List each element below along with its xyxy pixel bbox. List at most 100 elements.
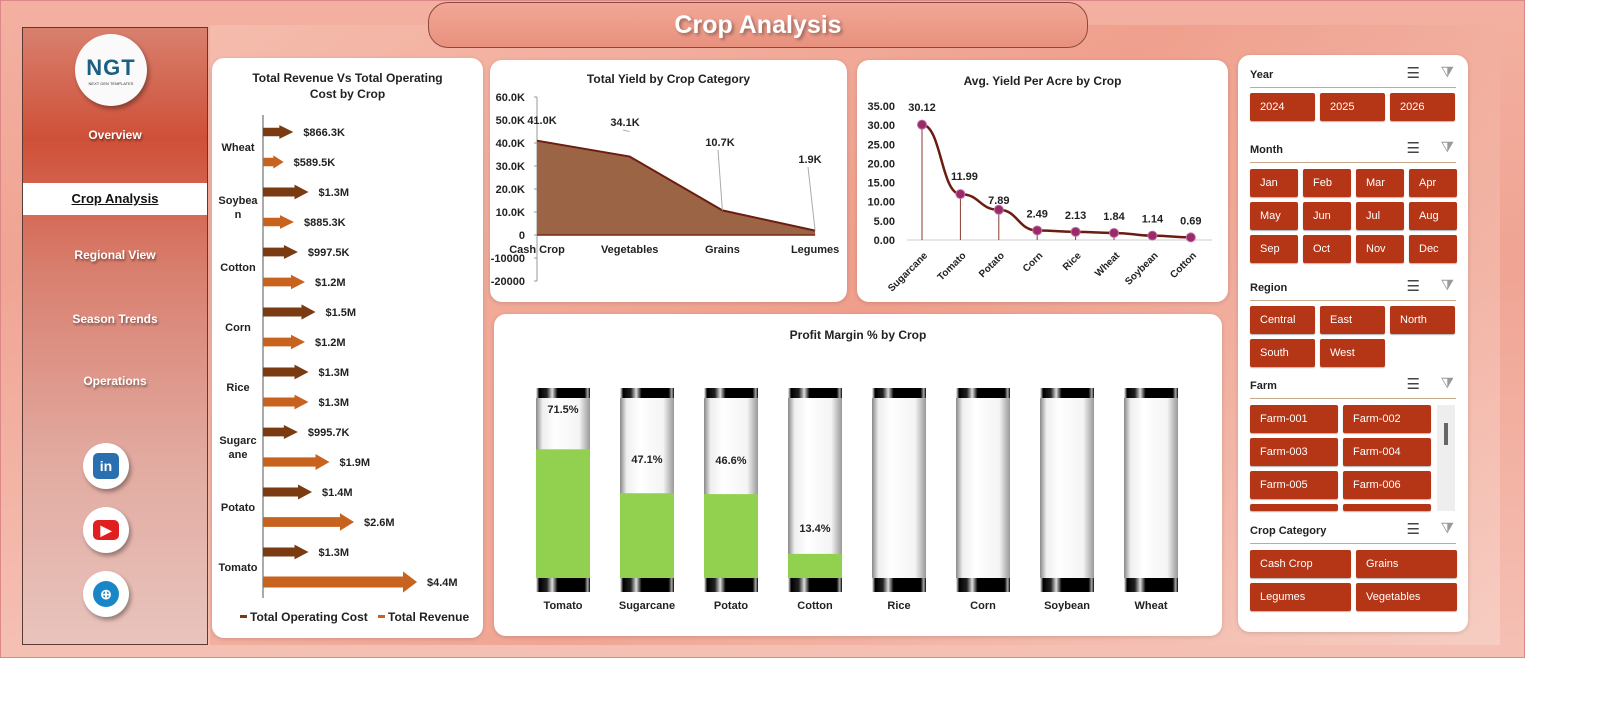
crop-category-option[interactable]: Grains [1356,550,1457,578]
farm-option[interactable]: Farm-005 [1250,471,1338,499]
y-tick: -20000 [491,276,525,288]
clear-filter-icon[interactable]: ⧩ [1440,375,1454,392]
multi-select-icon[interactable]: ☰ [1406,278,1420,295]
year-option[interactable]: 2026 [1390,93,1455,121]
region-option[interactable]: East [1320,306,1385,334]
month-option[interactable]: Aug [1409,202,1457,230]
month-option[interactable]: Apr [1409,169,1457,197]
yield-category-card: Total Yield by Crop Category 60.0K 50.0K 4… [490,60,847,302]
crop-category-option[interactable]: Vegetables [1356,583,1457,611]
nav-overview[interactable]: Overview [88,128,142,142]
farm-option[interactable]: Farm-003 [1250,438,1338,466]
data-label: $1.5M [326,307,357,319]
crop-category-option[interactable]: Legumes [1250,583,1351,611]
profit-fill [536,449,590,578]
nav-season-trends[interactable]: Season Trends [72,312,158,326]
farm-option[interactable]: Farm-006 [1343,471,1431,499]
clear-filter-icon[interactable]: ⧩ [1440,64,1454,81]
y-tick: 40.0K [496,138,525,150]
tube-cap [1040,388,1094,398]
multi-select-icon[interactable]: ☰ [1406,521,1420,538]
bar-cost [263,424,298,440]
month-option[interactable]: May [1250,202,1298,230]
farm-option-partial[interactable] [1343,504,1431,511]
region-option[interactable]: West [1320,339,1385,367]
sidebar: NGT NEXT GEN TEMPLATES Overview Crop Analy… [22,27,208,645]
region-option[interactable]: North [1390,306,1455,334]
data-label: 47.1% [631,454,662,466]
year-option[interactable]: 2025 [1320,93,1385,121]
month-option[interactable]: Sep [1250,235,1298,263]
y-tick: -10000 [491,253,525,265]
month-option[interactable]: Dec [1409,235,1457,263]
clear-filter-icon[interactable]: ⧩ [1440,520,1454,537]
globe-button[interactable]: ⊕ [83,571,129,617]
leader-line [807,166,816,231]
month-option[interactable]: Jul [1356,202,1404,230]
x-tick: Wheat [1135,600,1168,612]
month-option[interactable]: Jan [1250,169,1298,197]
data-point [1185,232,1196,243]
crop-category-option[interactable]: Cash Crop [1250,550,1351,578]
area-line [536,139,816,232]
linkedin-button[interactable]: in [83,443,129,489]
nav-crop-analysis[interactable]: Crop Analysis [23,183,207,215]
clear-filter-icon[interactable]: ⧩ [1440,139,1454,156]
y-tick: 20.00 [867,158,895,170]
bar-cost [263,304,316,320]
x-tick: Rice [887,600,910,612]
month-option[interactable]: Feb [1303,169,1351,197]
y-tick: 30.0K [496,161,525,173]
multi-select-icon[interactable]: ☰ [1406,65,1420,82]
tube-cap [788,388,842,398]
legend-swatch [378,615,385,618]
data-label: $589.5K [294,157,336,169]
youtube-button[interactable]: ▶ [83,507,129,553]
month-option[interactable]: Nov [1356,235,1404,263]
nav-operations[interactable]: Operations [83,374,147,388]
farm-option[interactable]: Farm-002 [1343,405,1431,433]
data-label: 11.99 [951,171,978,183]
farm-option[interactable]: Farm-001 [1250,405,1338,433]
data-label: 1.14 [1142,214,1164,226]
category-label: ane [229,449,248,461]
data-label: $995.7K [308,427,350,439]
year-option[interactable]: 2024 [1250,93,1315,121]
profit-fill [620,493,674,578]
leader-line [622,129,630,133]
scrollbar-thumb[interactable] [1444,423,1448,445]
farm-option[interactable]: Farm-004 [1343,438,1431,466]
month-option[interactable]: Mar [1356,169,1404,197]
multi-select-icon[interactable]: ☰ [1406,376,1420,393]
nav-regional-view[interactable]: Regional View [74,248,156,262]
data-label: 1.9K [798,154,821,166]
clear-filter-icon[interactable]: ⧩ [1440,277,1454,294]
multi-select-icon[interactable]: ☰ [1406,140,1420,157]
region-option[interactable]: Central [1250,306,1315,334]
bar-revenue [263,334,305,350]
bar-revenue [263,571,417,593]
leader-line [717,149,723,211]
chart-title: Total Revenue Vs Total Operating Cost by… [252,71,443,101]
data-point [1147,230,1158,241]
farm-scrollbar[interactable] [1437,405,1455,511]
chart-title: Profit Margin % by Crop [789,328,927,342]
month-option[interactable]: Jun [1303,202,1351,230]
yield-category-chart: 60.0K 50.0K 40.0K 30.0K 20.0K 10.0K 0 -10000 -20… [491,92,840,288]
data-label: 34.1K [610,117,639,129]
revenue-cost-card: Total Revenue Vs Total Operating Cost by… [212,58,483,638]
month-option[interactable]: Oct [1303,235,1351,263]
farm-option-partial[interactable] [1250,504,1338,511]
legend-revenue: Total Revenue [388,610,469,624]
x-tick: Sugarcane [886,250,930,294]
tube-cap [536,578,590,592]
x-tick: Cash Crop [509,244,565,256]
data-point [955,189,966,200]
x-tick: Potato [977,250,1007,280]
category-label: Wheat [222,142,255,154]
data-label: 2.13 [1065,210,1086,222]
region-option[interactable]: South [1250,339,1315,367]
data-label: $1.2M [315,277,346,289]
data-label: $4.4M [427,577,458,589]
divider [1250,300,1456,301]
